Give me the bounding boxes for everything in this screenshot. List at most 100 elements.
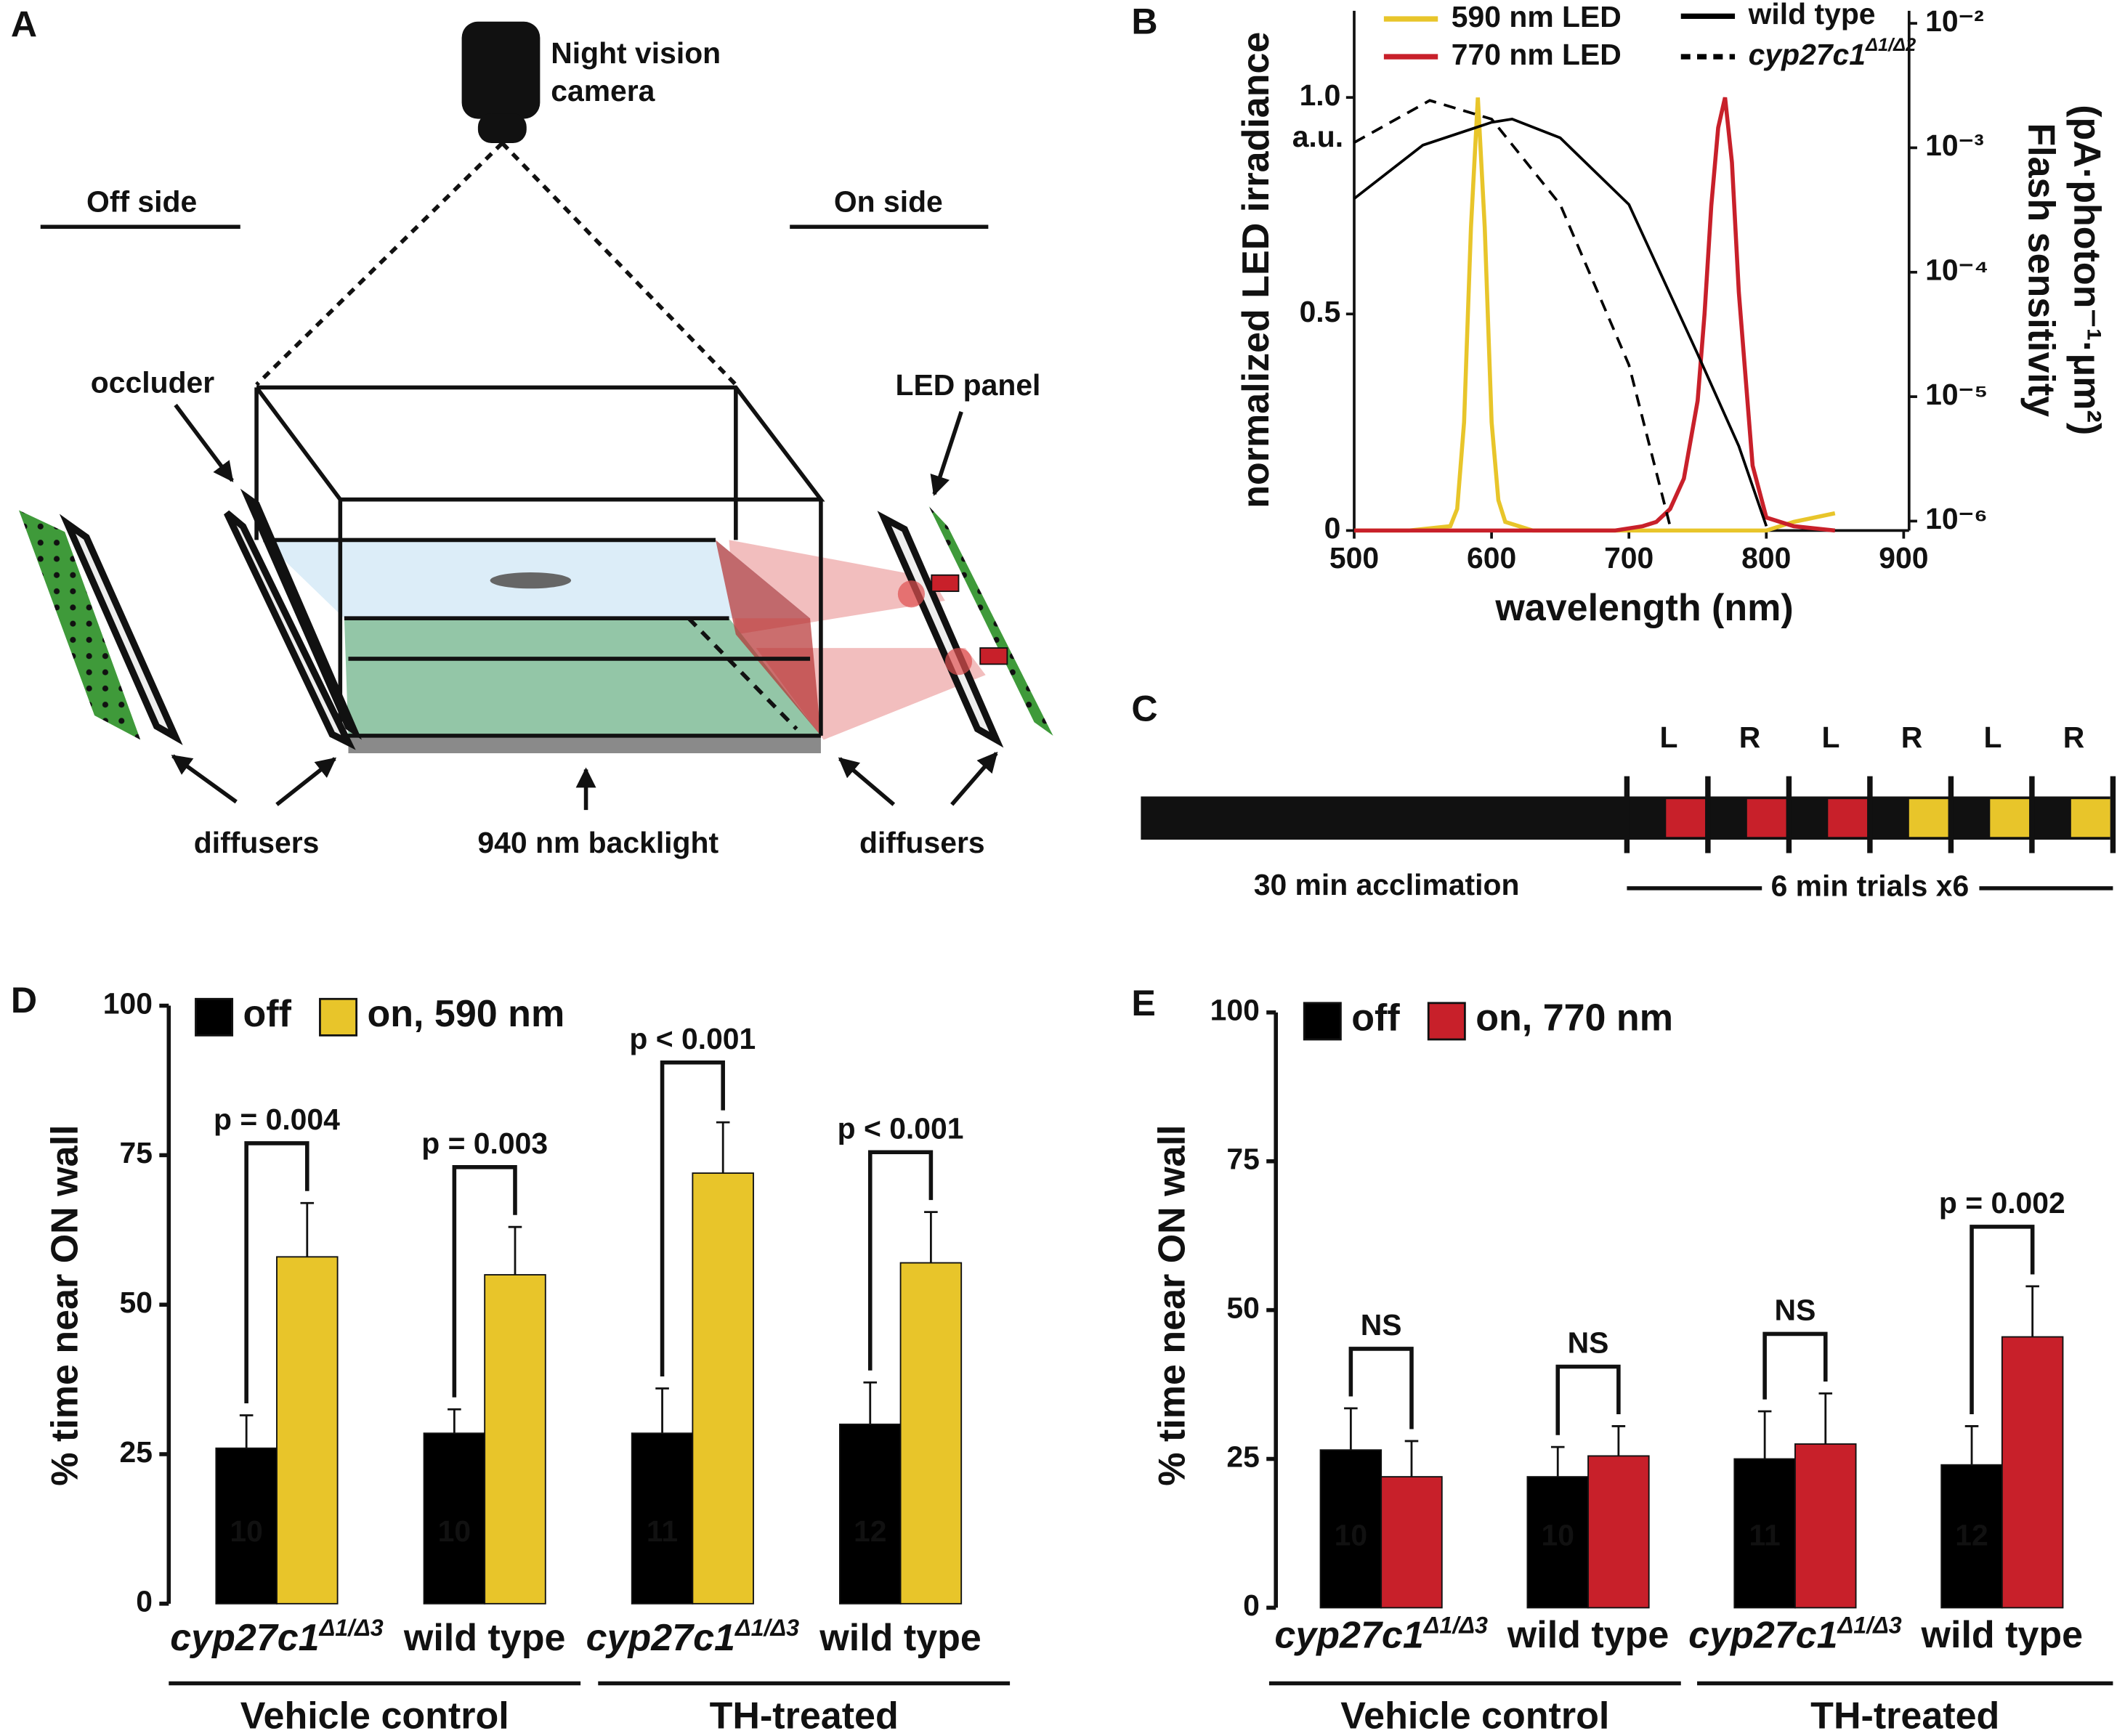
- y-tick-label: 25: [1226, 1440, 1259, 1473]
- n-label: 11: [647, 1514, 678, 1548]
- panel-label: C: [1131, 689, 1157, 729]
- comparison-label: p < 0.001: [838, 1111, 964, 1145]
- comparison-label: NS: [1775, 1293, 1816, 1326]
- bar: [899, 1262, 963, 1605]
- comparison-label: p = 0.002: [1939, 1186, 2065, 1220]
- led-glow: [897, 580, 926, 608]
- bar: [1794, 1443, 1857, 1609]
- y2-tick-label: 10⁻⁶: [1925, 502, 1988, 535]
- x-tick-label: 700: [1604, 541, 1653, 575]
- legend-label: wild type: [1748, 0, 1876, 31]
- legend-label: on, 590 nm: [367, 993, 564, 1035]
- led: [979, 647, 1008, 665]
- led-glow: [944, 648, 973, 676]
- y-tick-label: 0: [136, 1585, 153, 1618]
- bar: [1733, 1458, 1796, 1609]
- y2-tick-label: 10⁻³: [1925, 129, 1984, 162]
- comparison-label: NS: [1361, 1308, 1402, 1342]
- diffuser: [59, 514, 183, 745]
- n-label: 10: [230, 1514, 262, 1548]
- bar: [839, 1423, 902, 1605]
- label: Off side: [86, 184, 197, 218]
- x-tick-label: cyp27c1Δ1/Δ3: [586, 1615, 800, 1659]
- label: 6 min trials x6: [1771, 869, 1970, 903]
- trial-light: [1746, 799, 1786, 837]
- label: On side: [834, 184, 943, 218]
- bar: [276, 1256, 339, 1605]
- tank-floor: [344, 618, 821, 736]
- y-tick-label: 0: [1243, 1589, 1260, 1622]
- y-tick-label: 75: [1226, 1143, 1259, 1176]
- comparison-bracket: [1348, 1347, 1414, 1429]
- led-panel: [928, 506, 1053, 736]
- trial-light: [1666, 799, 1706, 837]
- panel-label: E: [1131, 983, 1155, 1023]
- occluder: [240, 488, 363, 740]
- n-label: 10: [1335, 1519, 1367, 1552]
- label: occluder: [91, 365, 214, 399]
- n-label: 12: [1955, 1519, 1988, 1552]
- arrows: [171, 403, 998, 811]
- comparison-label: p = 0.004: [214, 1103, 340, 1136]
- n-label: 10: [1542, 1519, 1574, 1552]
- series-line: [1353, 97, 1836, 533]
- comparison-bracket: [1555, 1364, 1621, 1435]
- trial-side: L: [1822, 721, 1840, 754]
- legend-label: on, 770 nm: [1476, 997, 1673, 1039]
- series-line: [1353, 118, 1768, 527]
- n-label: 10: [438, 1514, 471, 1548]
- trial-side: L: [1660, 721, 1678, 754]
- bar: [631, 1432, 694, 1605]
- label: diffusers: [194, 826, 320, 859]
- y-axis-label: normalized LED irradiance: [1235, 32, 1277, 508]
- comparison-bracket: [867, 1150, 934, 1371]
- backlight: [348, 735, 821, 754]
- series-line: [1353, 99, 1672, 527]
- legend-label: 770 nm LED: [1452, 38, 1622, 71]
- group-label: TH-treated: [710, 1695, 899, 1736]
- legend-swatch: [1427, 1002, 1466, 1041]
- comparison-bracket: [452, 1165, 517, 1398]
- bar: [215, 1447, 278, 1605]
- series-line: [1353, 97, 1836, 533]
- group-label: Vehicle control: [240, 1695, 509, 1736]
- legend-swatch: [319, 997, 358, 1037]
- y-tick-label: 25: [120, 1435, 153, 1469]
- x-tick-label: wild type: [403, 1617, 566, 1659]
- y-axis-label: % time near ON wall: [1151, 1125, 1194, 1486]
- trial-light: [1828, 799, 1868, 837]
- bar: [1380, 1476, 1443, 1609]
- y-tick-label: 50: [120, 1286, 153, 1319]
- diffuser: [224, 510, 356, 750]
- y-tick-label: 75: [120, 1136, 153, 1169]
- trial-side: L: [1984, 721, 2002, 754]
- group-label: Vehicle control: [1340, 1695, 1609, 1736]
- panel-label: A: [11, 4, 37, 44]
- camera: [461, 21, 541, 119]
- bar: [1526, 1476, 1589, 1609]
- trial-light: [2071, 799, 2110, 837]
- tank: [254, 385, 825, 738]
- group-label: TH-treated: [1810, 1695, 1999, 1736]
- n-label: 12: [854, 1514, 886, 1548]
- bar: [2001, 1336, 2064, 1609]
- fish: [490, 572, 572, 589]
- x-tick-label: 500: [1329, 541, 1379, 575]
- comparison-label: p = 0.003: [421, 1127, 548, 1160]
- trial-side: R: [2063, 721, 2085, 754]
- y-tick-label: 100: [1210, 994, 1260, 1027]
- trial-light: [1990, 799, 2030, 837]
- label: Night vision: [551, 36, 721, 70]
- label: 30 min acclimation: [1254, 868, 1520, 901]
- view-line: [255, 142, 504, 386]
- trial-side: R: [1901, 721, 1923, 754]
- legend-swatch: [195, 997, 234, 1037]
- y-axis-label: % time near ON wall: [44, 1125, 86, 1486]
- y-tick-label: 0: [1324, 511, 1341, 545]
- comparison-bracket: [660, 1060, 725, 1376]
- legend-label: off: [243, 993, 292, 1035]
- comparison-bracket: [1970, 1225, 2035, 1415]
- x-tick-label: 600: [1467, 541, 1516, 575]
- x-tick-label: cyp27c1Δ1/Δ3: [170, 1615, 384, 1659]
- legend-label: 590 nm LED: [1452, 0, 1622, 33]
